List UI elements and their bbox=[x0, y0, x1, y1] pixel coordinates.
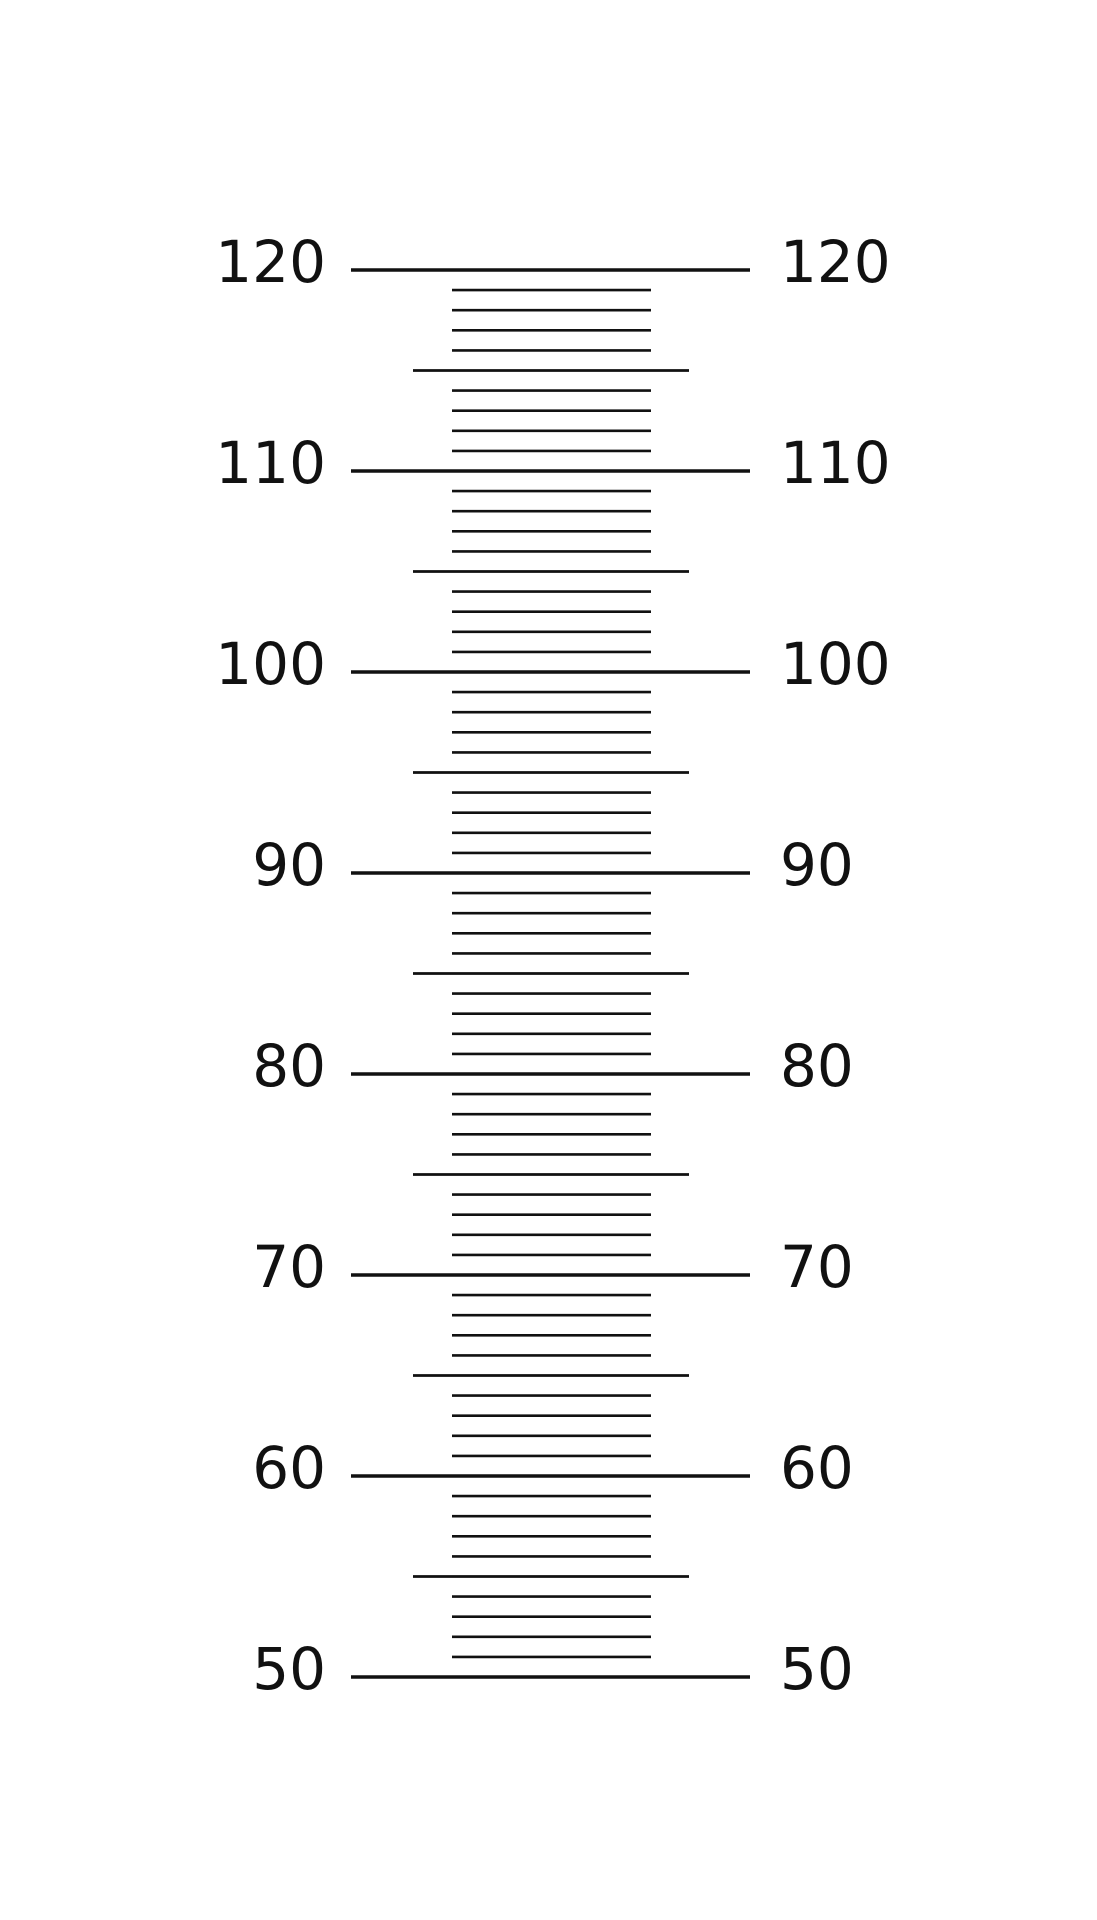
left-tick-label: 90 bbox=[252, 831, 326, 899]
left-tick-label: 120 bbox=[215, 228, 326, 296]
right-tick-label: 100 bbox=[780, 630, 891, 698]
right-tick-label: 80 bbox=[780, 1032, 854, 1100]
right-tick-label: 60 bbox=[780, 1434, 854, 1502]
right-tick-label: 50 bbox=[780, 1635, 854, 1703]
left-tick-label: 60 bbox=[252, 1434, 326, 1502]
right-tick-label: 120 bbox=[780, 228, 891, 296]
left-tick-label: 80 bbox=[252, 1032, 326, 1100]
right-tick-label: 90 bbox=[780, 831, 854, 899]
left-tick-label: 100 bbox=[215, 630, 326, 698]
right-tick-label: 70 bbox=[780, 1233, 854, 1301]
left-tick-label: 110 bbox=[215, 429, 326, 497]
left-tick-label: 50 bbox=[252, 1635, 326, 1703]
right-tick-label: 110 bbox=[780, 429, 891, 497]
left-tick-label: 70 bbox=[252, 1233, 326, 1301]
